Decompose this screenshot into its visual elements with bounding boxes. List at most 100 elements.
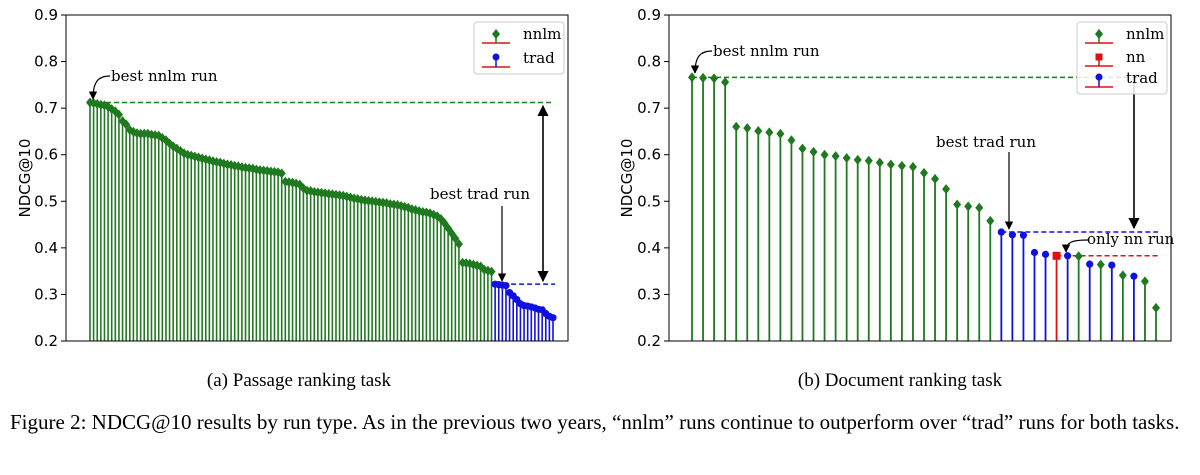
data-point-nnlm	[864, 155, 873, 166]
data-markers	[86, 97, 557, 322]
legend-entry-trad: trad	[1085, 69, 1158, 88]
data-point-nnlm	[809, 146, 818, 157]
diamond-marker-icon	[492, 29, 500, 39]
data-point-nnlm	[454, 239, 463, 250]
data-point-trad	[1041, 250, 1050, 258]
data-point-nnlm	[754, 125, 763, 136]
y-tick-label: 0.3	[34, 285, 58, 303]
data-point-trad	[1130, 272, 1138, 280]
data-point-nnlm	[114, 109, 123, 120]
legend-label: nn	[1126, 48, 1146, 66]
y-tick-label: 0.6	[34, 146, 58, 164]
stems	[89, 102, 554, 341]
data-point-nnlm	[820, 149, 829, 160]
data-point-trad	[1008, 231, 1016, 239]
data-point-nnlm	[975, 202, 984, 213]
chart-passage-ranking: 0.2 0.3 0.4 0.5 0.6 0.7 0.8 0.9 NDCG@10 best nn…	[16, 6, 569, 350]
circle-marker-icon	[1095, 73, 1103, 81]
data-point-trad	[1030, 248, 1039, 257]
chart-document-ranking: 0.2 0.3 0.4 0.5 0.6 0.7 0.8 0.9 NDCG@10 best nn…	[618, 6, 1175, 350]
data-point-trad	[1019, 231, 1028, 239]
data-point-nnlm	[122, 119, 131, 130]
data-point-trad	[502, 281, 510, 290]
y-tick-label: 0.8	[637, 53, 661, 71]
legend-entry-nnlm: nnlm	[1085, 25, 1164, 44]
data-point-trad	[997, 228, 1005, 236]
y-tick-label: 0.2	[34, 332, 58, 350]
stems	[691, 77, 1157, 341]
data-point-nnlm	[798, 143, 807, 154]
data-point-trad	[549, 314, 557, 322]
data-point-nnlm	[487, 266, 496, 277]
data-point-nnlm	[986, 215, 995, 226]
y-axis-label: NDCG@10	[16, 139, 34, 218]
data-point-nnlm	[721, 77, 730, 88]
y-tick-label: 0.6	[637, 146, 661, 164]
y-axis: 0.2 0.3 0.4 0.5 0.6 0.7 0.8 0.9	[34, 6, 66, 350]
data-point-nnlm	[853, 154, 862, 165]
y-tick-label: 0.4	[637, 239, 661, 257]
circle-marker-icon	[492, 53, 500, 61]
subcaption-passage: (a) Passage ranking task	[206, 370, 392, 391]
data-point-trad	[1086, 260, 1094, 268]
plot-frame	[668, 14, 1172, 342]
data-point-nnlm	[743, 123, 752, 134]
legend: nnlm trad	[473, 21, 565, 75]
y-tick-label: 0.5	[637, 192, 661, 210]
legend-label: nnlm	[523, 25, 561, 43]
y-tick-label: 0.4	[34, 239, 58, 257]
data-point-nnlm	[920, 167, 928, 178]
data-point-nnlm	[277, 168, 286, 179]
legend: nnlm nn trad	[1076, 21, 1168, 95]
y-axis-label: NDCG@10	[618, 139, 636, 218]
data-point-nnlm	[908, 161, 917, 172]
legend-label: trad	[523, 49, 555, 67]
y-tick-label: 0.7	[34, 99, 58, 117]
data-point-nnlm	[1118, 270, 1127, 281]
best-nnlm-arrow	[690, 50, 713, 74]
best-nnlm-annotation: best nnlm run	[713, 42, 820, 60]
data-point-nnlm	[765, 127, 774, 138]
data-point-nnlm	[1074, 251, 1083, 262]
data-point-nn	[1052, 251, 1061, 260]
legend-label: trad	[1126, 69, 1158, 87]
plot-frame	[65, 14, 569, 342]
data-point-nnlm	[875, 157, 884, 168]
data-point-nnlm	[953, 199, 962, 210]
data-point-nnlm	[1096, 259, 1105, 270]
data-point-nnlm	[732, 121, 741, 132]
y-tick-label: 0.3	[637, 285, 661, 303]
data-point-nnlm	[897, 160, 906, 171]
data-point-trad	[1108, 261, 1116, 269]
y-axis: 0.2 0.3 0.4 0.5 0.6 0.7 0.8 0.9	[637, 6, 669, 350]
data-point-nnlm	[699, 72, 708, 83]
legend-entry-nn: nn	[1085, 48, 1146, 67]
data-point-nnlm	[886, 159, 895, 170]
y-tick-label: 0.7	[637, 99, 661, 117]
best-trad-annotation: best trad run	[936, 133, 1036, 151]
data-point-nnlm	[688, 72, 696, 83]
data-point-nnlm	[776, 128, 785, 139]
square-marker-icon	[1095, 53, 1103, 61]
data-point-nnlm	[787, 135, 796, 146]
data-point-nnlm	[931, 173, 940, 184]
data-point-nnlm	[831, 151, 840, 162]
y-tick-label: 0.2	[637, 332, 661, 350]
legend-entry-trad: trad	[482, 49, 555, 68]
best-nnlm-annotation: best nnlm run	[111, 67, 218, 85]
y-tick-label: 0.9	[637, 6, 661, 24]
data-point-nnlm	[710, 73, 719, 84]
subcaption-document: (b) Document ranking task	[797, 370, 1003, 391]
diamond-marker-icon	[1095, 29, 1103, 39]
data-point-nnlm	[964, 201, 973, 212]
figure-caption: Figure 2: NDCG@10 results by run type. A…	[10, 410, 1180, 434]
data-point-nnlm	[451, 233, 460, 244]
y-tick-label: 0.9	[34, 6, 58, 24]
y-tick-label: 0.8	[34, 53, 58, 71]
data-point-nnlm	[1140, 276, 1149, 287]
data-point-nnlm	[1152, 302, 1160, 313]
data-point-nnlm	[942, 184, 951, 195]
legend-entry-nnlm: nnlm	[482, 25, 561, 44]
only-nn-annotation: only nn run	[1087, 230, 1175, 248]
